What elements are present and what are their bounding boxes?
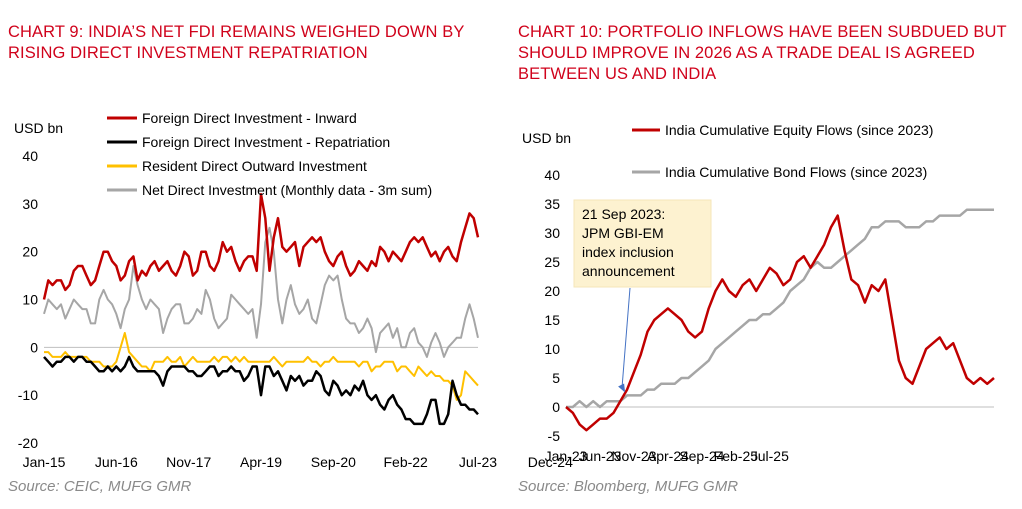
chart-9-series-line-3 [44, 332, 479, 401]
chart-9-series-line-2 [43, 355, 479, 426]
chart-9-y-axis-label: USD bn [14, 120, 63, 136]
chart-9-series-line-1 [42, 193, 480, 300]
chart-10-x-tick-label: Jul-25 [751, 448, 789, 464]
chart-10-legend-label: India Cumulative Bond Flows (since 2023) [665, 164, 927, 180]
chart-10-annotation-box [573, 199, 712, 288]
chart-10-annotation-arrowhead [618, 383, 626, 393]
chart-10-y-tick-label: 20 [544, 283, 560, 299]
chart-10-y-tick-label: 5 [552, 370, 560, 386]
chart-10-y-tick-label: 35 [544, 196, 560, 212]
chart-9-y-tick-label: 0 [30, 339, 38, 355]
chart-9-x-tick-label: Jul-23 [459, 454, 497, 470]
chart-10-y-tick-label: 15 [544, 312, 560, 328]
chart-9-title: CHART 9: INDIA’S NET FDI REMAINS WEIGHED… [8, 23, 465, 62]
chart-9-y-tick-label: 30 [22, 196, 38, 212]
chart-9-y-tick-label: -20 [18, 435, 38, 451]
chart-9-x-tick-label: Dec-24 [528, 454, 573, 470]
chart-10-x-tick-label: Sep-24 [679, 448, 724, 464]
chart-9-x-tick-label: Jan-15 [23, 454, 66, 470]
chart-10-source: Source: Bloomberg, MUFG GMR [518, 478, 739, 495]
chart-10-x-tick-label: Jan-23 [545, 448, 588, 464]
chart-10-y-axis-label: USD bn [522, 130, 571, 146]
chart-10-series-line-1 [565, 214, 995, 432]
chart-9-panel: CHART 9: INDIA’S NET FDI REMAINS WEIGHED… [0, 0, 573, 509]
chart-9-y-tick-label: -10 [18, 387, 38, 403]
chart-10-x-tick-label: Feb-25 [714, 448, 759, 464]
chart-9-x-tick-label: Apr-19 [240, 454, 282, 470]
chart-10-annotation-text: JPM GBI-EM [582, 225, 664, 241]
chart-9-x-tick-label: Sep-20 [311, 454, 356, 470]
chart-10-annotation-text: index inclusion [582, 244, 674, 260]
chart-9-legend-label: Foreign Direct Investment - Repatriation [142, 134, 390, 150]
chart-9-y-tick-label: 20 [22, 244, 38, 260]
chart-9-y-tick-label: 40 [22, 148, 38, 164]
chart-10-y-tick-label: 10 [544, 341, 560, 357]
chart-10-y-tick-label: 40 [544, 167, 560, 183]
chart-10-panel: CHART 10: PORTFOLIO INFLOWS HAVE BEEN SU… [510, 0, 1022, 509]
chart-10-y-tick-label: -5 [548, 428, 561, 444]
chart-10-series-line-2 [566, 208, 994, 409]
chart-10-x-tick-label: Apr-24 [647, 448, 689, 464]
chart-10-annotation-arrow [621, 287, 631, 387]
chart-9-x-tick-label: Feb-22 [383, 454, 428, 470]
chart-10-y-tick-label: 25 [544, 254, 560, 270]
chart-9-legend-label: Foreign Direct Investment - Inward [142, 110, 357, 126]
chart-10-title: CHART 10: PORTFOLIO INFLOWS HAVE BEEN SU… [518, 23, 1007, 83]
chart-10-legend-label: India Cumulative Equity Flows (since 202… [665, 122, 933, 138]
chart-10-annotation-text: 21 Sep 2023: [582, 206, 665, 222]
chart-10-y-tick-label: 30 [544, 225, 560, 241]
chart-10-plot: USD bn 40 35 30 25 20 15 10 5 0 -5 Jan-23Jun-23Nov-… [522, 122, 995, 464]
chart-10-x-tick-label: Jun-23 [579, 448, 622, 464]
chart-10-annotation-text: announcement [582, 263, 675, 279]
chart-9-series-line-4 [43, 226, 479, 358]
chart-10-y-tick-label: 0 [552, 399, 560, 415]
chart-9-source: Source: CEIC, MUFG GMR [8, 478, 192, 495]
chart-10-x-tick-label: Nov-23 [611, 448, 656, 464]
chart-9-y-tick-label: 10 [22, 292, 38, 308]
chart-9-x-tick-label: Nov-17 [166, 454, 211, 470]
chart-9-x-tick-label: Jun-16 [95, 454, 138, 470]
chart-9-legend-label: Net Direct Investment (Monthly data - 3m… [142, 182, 432, 198]
chart-9-legend-label: Resident Direct Outward Investment [142, 158, 367, 174]
chart-9-plot: USD bn 40 30 20 10 0 -10 -20 Jan-15 Jun-16 Nov-17 A… [14, 110, 573, 470]
